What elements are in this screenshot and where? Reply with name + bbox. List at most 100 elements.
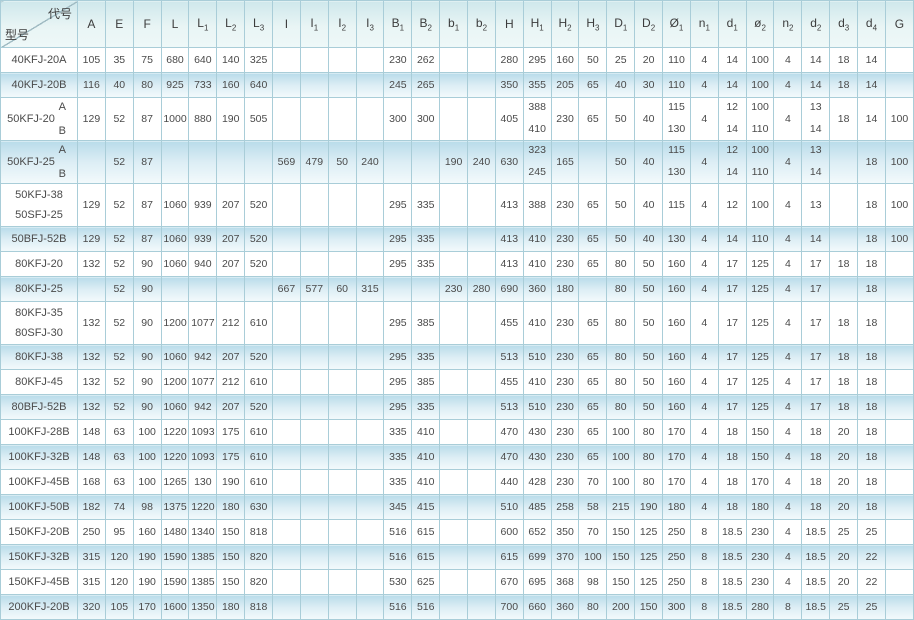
- cell-50KFJ-38-n2: 4: [773, 183, 803, 227]
- table-row: 50KFJ-25 A B 52 87 569 479 50 240 190 240 630 323 245…: [0, 140, 914, 184]
- cell-80KFJ-38-B2: 335: [411, 344, 441, 370]
- cell-100KFJ-28B-L: 1220: [160, 419, 190, 445]
- cell-40KFJ-20A-H: 280: [494, 47, 524, 73]
- cell-50KFJ-38-d4: 18: [857, 183, 886, 227]
- col-header-I2: I2: [327, 0, 357, 48]
- cell-50KFJ-20-B1: 300: [383, 97, 413, 141]
- cell-200KFJ-20B-H2: 360: [550, 594, 580, 620]
- corner-cell: 代号 型号: [0, 0, 78, 48]
- cell-50KFJ-25-H3: [578, 140, 608, 184]
- cell-40KFJ-20B-d1: 14: [717, 72, 747, 98]
- cell-100KFJ-28B-O1: 170: [662, 419, 691, 445]
- variant-a-label: A: [58, 101, 66, 113]
- cell-150KFJ-45B-E: 120: [104, 569, 134, 595]
- model-cell-150KFJ-20B: 150KFJ-20B: [0, 519, 78, 545]
- cell-100KFJ-32B-n2: 4: [773, 444, 803, 470]
- cell-50BFJ-52B-d4: 18: [857, 226, 886, 252]
- table-row: 80KFJ-20 132 52 90 1060 940 207 520 295 335 413 410…: [0, 251, 914, 277]
- cell-50BFJ-52B-E: 52: [104, 226, 134, 252]
- cell-150KFJ-20B-I2: [327, 519, 357, 545]
- cell-100KFJ-28B-d3: 20: [829, 419, 859, 445]
- cell-80BFJ-52B-G: [884, 394, 914, 420]
- cell-80KFJ-35-n1: 4: [689, 301, 719, 345]
- cell-80KFJ-45-L2: 212: [216, 369, 246, 395]
- model-cell-150KFJ-32B: 150KFJ-32B: [0, 544, 78, 570]
- col-header-n1: n1: [689, 0, 719, 48]
- cell-150KFJ-32B-H1: 699: [522, 544, 552, 570]
- cell-100KFJ-28B-H2: 230: [550, 419, 580, 445]
- cell-40KFJ-20B-d4: 14: [857, 72, 886, 98]
- cell-100KFJ-50B-L: 1375: [160, 494, 190, 520]
- table-row: 80BFJ-52B 132 52 90 1060 942 207 520 295 335 513 51…: [0, 394, 914, 420]
- cell-40KFJ-20B-I1: [299, 72, 329, 98]
- cell-200KFJ-20B-I3: [355, 594, 385, 620]
- cell-80KFJ-25-B2: [411, 276, 441, 302]
- cell-100KFJ-32B-L2: 175: [216, 444, 246, 470]
- cell-200KFJ-20B-D1: 200: [606, 594, 636, 620]
- cell-200KFJ-20B-H: 700: [494, 594, 524, 620]
- cell-40KFJ-20B-I3: [355, 72, 385, 98]
- cell-80KFJ-25-b1: 230: [439, 276, 469, 302]
- cell-80BFJ-52B-b1: [439, 394, 469, 420]
- cell-80BFJ-52B-I3: [355, 394, 385, 420]
- cell-200KFJ-20B-I: [272, 594, 301, 620]
- cell-100KFJ-28B-H3: 65: [578, 419, 608, 445]
- col-header-H2: H2: [550, 0, 580, 48]
- cell-80KFJ-35-H3: 65: [578, 301, 608, 345]
- cell-80KFJ-35-B1: 295: [383, 301, 413, 345]
- cell-80KFJ-38-L3: 520: [244, 344, 274, 370]
- cell-150KFJ-20B-L1: 1340: [188, 519, 218, 545]
- cell-80KFJ-38-d4: 18: [857, 344, 886, 370]
- cell-50BFJ-52B-L2: 207: [216, 226, 246, 252]
- cell-80KFJ-38-I3: [355, 344, 385, 370]
- cell-100KFJ-45B-F: 100: [132, 469, 162, 495]
- cell-80KFJ-20-b1: [439, 251, 469, 277]
- cell-100KFJ-45B-H2: 230: [550, 469, 580, 495]
- cell-40KFJ-20B-n2: 4: [773, 72, 803, 98]
- cell-40KFJ-20B-L: 925: [160, 72, 190, 98]
- cell-80KFJ-35-d3: 18: [829, 301, 859, 345]
- cell-100KFJ-45B-I: [272, 469, 301, 495]
- cell-100KFJ-28B-I: [272, 419, 301, 445]
- cell-80KFJ-45-H2: 230: [550, 369, 580, 395]
- cell-80KFJ-38-H1: 510: [522, 344, 552, 370]
- table-row: 50KFJ-38 50SFJ-25 129 52 87 1060 939 207 520 295 3…: [0, 183, 914, 227]
- cell-80KFJ-20-I1: [299, 251, 329, 277]
- model-label: 80SFJ-30: [15, 326, 63, 339]
- cell-40KFJ-20B-I: [272, 72, 301, 98]
- cell-80KFJ-45-d2: 17: [801, 369, 831, 395]
- cell-80KFJ-25-o2: 125: [745, 276, 775, 302]
- cell-100KFJ-45B-A: 168: [77, 469, 106, 495]
- col-header-O1: Ø1: [662, 0, 691, 48]
- cell-100KFJ-50B-L1: 1220: [188, 494, 218, 520]
- model-label: 50KFJ-38: [15, 189, 63, 201]
- cell-50KFJ-20-o2: 100 110: [745, 97, 775, 141]
- cell-40KFJ-20B-D1: 40: [606, 72, 636, 98]
- cell-150KFJ-32B-L1: 1385: [188, 544, 218, 570]
- cell-50KFJ-25-b2: 240: [467, 140, 496, 184]
- cell-40KFJ-20A-H2: 160: [550, 47, 580, 73]
- cell-80BFJ-52B-d4: 18: [857, 394, 886, 420]
- cell-50BFJ-52B-I2: [327, 226, 357, 252]
- cell-100KFJ-28B-I3: [355, 419, 385, 445]
- cell-100KFJ-28B-n2: 4: [773, 419, 803, 445]
- cell-100KFJ-50B-H2: 258: [550, 494, 580, 520]
- cell-150KFJ-32B-d3: 20: [829, 544, 859, 570]
- model-cell-80KFJ-35: 80KFJ-35 80SFJ-30: [0, 301, 78, 345]
- cell-150KFJ-32B-n1: 8: [689, 544, 719, 570]
- cell-50KFJ-25-b1: 190: [439, 140, 469, 184]
- cell-40KFJ-20A-B2: 262: [411, 47, 441, 73]
- cell-40KFJ-20A-n1: 4: [689, 47, 719, 73]
- cell-100KFJ-32B-L: 1220: [160, 444, 190, 470]
- cell-100KFJ-32B-I2: [327, 444, 357, 470]
- model-cell-40KFJ-20A: 40KFJ-20A: [0, 47, 78, 73]
- cell-200KFJ-20B-o2: 280: [745, 594, 775, 620]
- cell-200KFJ-20B-L1: 1350: [188, 594, 218, 620]
- col-header-I1: I1: [299, 0, 329, 48]
- cell-150KFJ-32B-H3: 100: [578, 544, 608, 570]
- cell-150KFJ-45B-L3: 820: [244, 569, 274, 595]
- cell-80KFJ-45-G: [884, 369, 914, 395]
- cell-150KFJ-20B-I1: [299, 519, 329, 545]
- cell-50KFJ-25-I3: 240: [355, 140, 385, 184]
- cell-80KFJ-25-B1: [383, 276, 413, 302]
